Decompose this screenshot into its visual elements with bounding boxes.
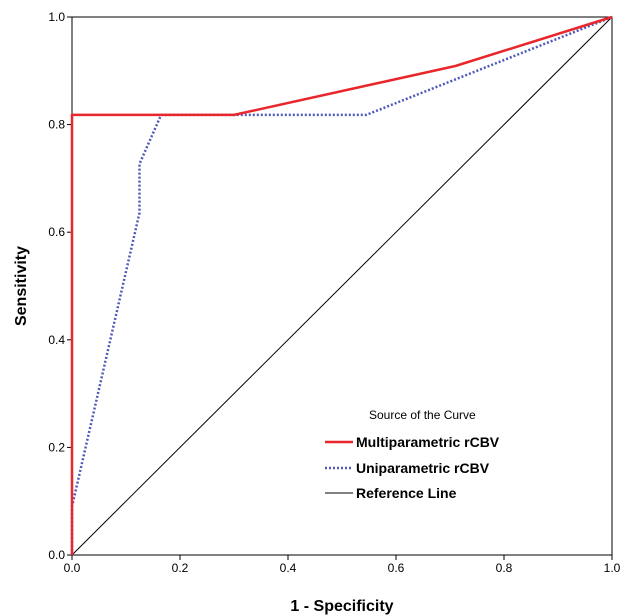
- series-line-reference-line: [71, 16, 613, 556]
- legend-label-uniparametric: Uniparametric rCBV: [356, 460, 490, 476]
- legend-title: Source of the Curve: [369, 408, 476, 422]
- x-tick-label: 1.0: [604, 561, 621, 575]
- legend-label-multiparametric: Multiparametric rCBV: [356, 434, 500, 450]
- series-layer: [70, 15, 613, 556]
- x-axis-title: 1 - Specificity: [290, 598, 393, 615]
- x-axis: 0.0 0.2 0.4 0.6 0.8 1.0: [64, 555, 621, 575]
- x-tick-label: 0.6: [388, 561, 405, 575]
- y-tick-label: 0.4: [48, 333, 65, 347]
- y-tick-label: 0.6: [48, 225, 65, 239]
- x-tick-label: 0.8: [496, 561, 513, 575]
- legend-label-reference: Reference Line: [356, 485, 457, 501]
- y-tick-label: 0.8: [48, 118, 65, 132]
- series-line-multiparametric-rcbv: [70, 15, 613, 555]
- y-tick-label: 0.2: [48, 440, 65, 454]
- x-tick-label: 0.4: [280, 561, 297, 575]
- y-axis-title: Sensitivity: [13, 246, 30, 326]
- x-tick-label: 0.0: [64, 561, 81, 575]
- y-tick-label: 1.0: [48, 10, 65, 24]
- legend: Source of the Curve Multiparametric rCBV…: [325, 408, 500, 501]
- x-tick-label: 0.2: [172, 561, 189, 575]
- y-tick-label: 0.0: [48, 548, 65, 562]
- y-axis: 0.0 0.2 0.4 0.6 0.8 1.0: [48, 10, 72, 562]
